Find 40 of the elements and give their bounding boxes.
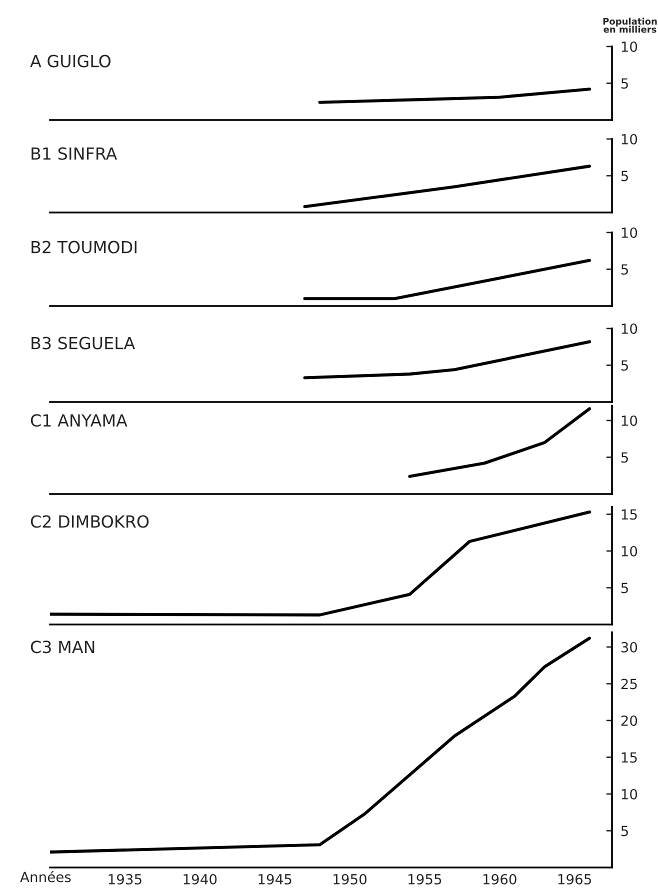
- chart-title: C2 DIMBOKRO: [30, 515, 149, 528]
- y-tick-label: 5: [621, 264, 628, 275]
- y-tick-label: 10: [622, 134, 638, 144]
- y-tick-label: 5: [621, 452, 628, 463]
- y-tick-label: 10: [622, 323, 638, 334]
- y-tick-label: 10: [622, 227, 638, 238]
- line-series: [50, 510, 592, 616]
- line-series: [303, 340, 592, 380]
- x-tick-label: 1955: [408, 874, 442, 884]
- x-tick-label: 1945: [258, 874, 292, 884]
- y-tick-label: 5: [621, 170, 628, 182]
- y-tick-label: 30: [621, 642, 638, 652]
- chart-title: B3 SEGUELA: [32, 336, 136, 350]
- y-axis-title: Population en milliers: [603, 18, 657, 33]
- y-tick-label: 10: [622, 546, 638, 556]
- x-tick-label: 1960: [483, 874, 516, 884]
- y-tick-label: 10: [622, 788, 638, 800]
- chart-title: C1 ANYAMA: [30, 414, 128, 427]
- y-tick-label: 10: [622, 415, 638, 426]
- x-tick-label: 1935: [108, 874, 142, 884]
- y-tick-label: 5: [621, 582, 628, 594]
- chart-title: A GUIGLO: [30, 54, 111, 68]
- y-tick-label: 20: [621, 715, 638, 726]
- y-tick-label: 5: [621, 78, 628, 89]
- x-tick-label: 1950: [334, 874, 366, 884]
- chart-title: B2 TOUMODI: [32, 240, 136, 254]
- y-tick-label: 25: [621, 678, 637, 690]
- chart-title: C3 MAN: [30, 640, 94, 654]
- y-tick-label: 15: [622, 752, 637, 763]
- line-series: [50, 636, 592, 854]
- x-axis-title: Années: [20, 870, 71, 882]
- y-tick-label: 5: [621, 360, 628, 371]
- y-tick-label: 15: [622, 509, 637, 520]
- y-tick-label: 10: [622, 41, 638, 52]
- line-series: [408, 407, 592, 478]
- chart-title: B1 SINFRA: [32, 147, 118, 160]
- line-series: [318, 88, 592, 104]
- x-tick-label: 1940: [184, 874, 217, 884]
- y-tick-label: 5: [621, 826, 628, 836]
- x-tick-label: 1965: [558, 874, 591, 884]
